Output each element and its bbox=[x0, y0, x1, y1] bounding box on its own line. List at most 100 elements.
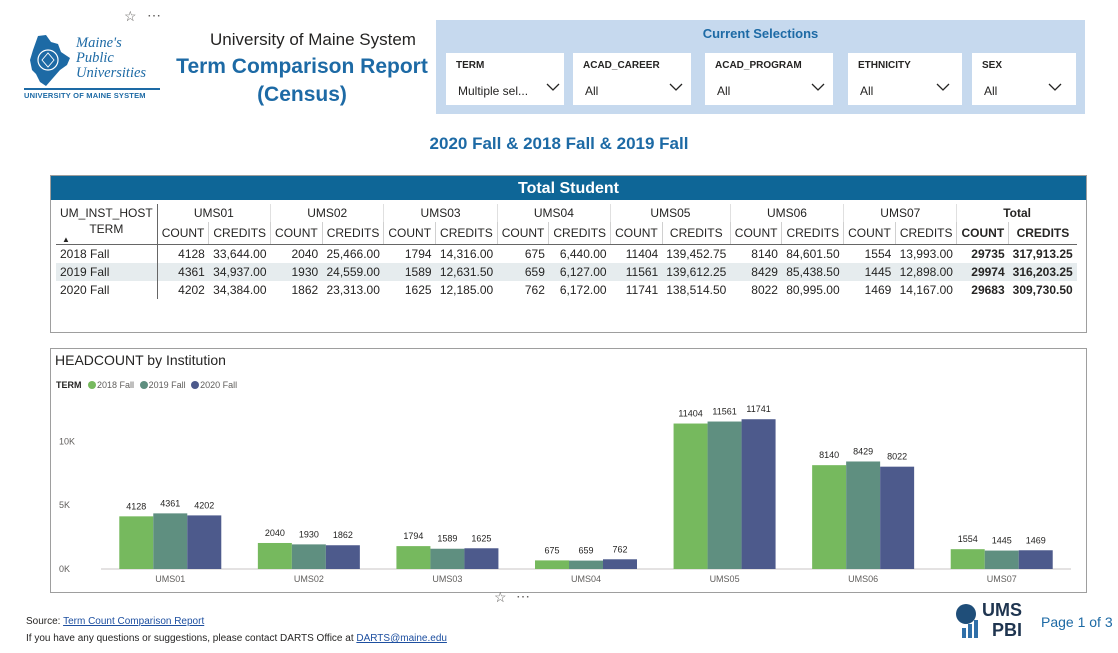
slicer-acad-program[interactable]: ACAD_PROGRAM All bbox=[705, 53, 833, 105]
ums-pbi-logo: UMS PBI bbox=[952, 600, 1032, 644]
sort-ascending-icon[interactable]: ▲ bbox=[62, 235, 70, 244]
bar-ums04-2019-fall[interactable] bbox=[569, 560, 603, 569]
legend-label: 2018 Fall bbox=[97, 380, 135, 390]
cell-count: 1862 bbox=[291, 283, 319, 297]
report-title-line1: Term Comparison Report bbox=[176, 55, 428, 78]
cell-count: 1554 bbox=[864, 247, 892, 261]
bar-ums02-2019-fall[interactable] bbox=[291, 544, 326, 569]
pin-icon[interactable]: ☆ bbox=[494, 589, 507, 605]
brand-line2: PBI bbox=[992, 620, 1023, 640]
chevron-down-icon[interactable] bbox=[811, 82, 825, 92]
chevron-down-icon[interactable] bbox=[936, 82, 950, 92]
brand-line1: UMS bbox=[982, 600, 1022, 620]
cell-count: 11741 bbox=[625, 283, 659, 297]
bar-ums02-2020-fall[interactable] bbox=[325, 545, 360, 569]
slicer-value[interactable]: All bbox=[984, 84, 998, 98]
data-label: 4361 bbox=[160, 498, 180, 508]
data-label: 1862 bbox=[333, 530, 353, 540]
legend-item[interactable]: 2019 Fall bbox=[139, 380, 186, 390]
bar-ums05-2018-fall[interactable] bbox=[673, 423, 708, 569]
bar-ums04-2018-fall[interactable] bbox=[535, 560, 569, 569]
slicer-ethnicity[interactable]: ETHNICITY All bbox=[848, 53, 962, 105]
cell-credits: 34,384.00 bbox=[213, 283, 267, 297]
slicer-value[interactable]: All bbox=[860, 84, 874, 98]
bar-ums01-2018-fall[interactable] bbox=[119, 516, 154, 569]
bar-ums07-2018-fall[interactable] bbox=[950, 549, 985, 569]
col-header-count: COUNT bbox=[270, 222, 323, 245]
cell-count: 4128 bbox=[178, 247, 205, 261]
term-column-header[interactable]: TERM ▲ bbox=[56, 222, 158, 245]
col-header-count: COUNT bbox=[383, 222, 436, 245]
table-row[interactable]: 2020 Fall 4202 34,384.00 1862 23,313.00 1625 1… bbox=[56, 281, 1077, 299]
pin-icon[interactable]: ☆ bbox=[124, 8, 137, 24]
data-label: 2040 bbox=[265, 528, 285, 538]
table-row[interactable]: 2019 Fall 4361 34,937.00 1930 24,559.00 1589 1… bbox=[56, 263, 1077, 281]
cell-credits: 34,937.00 bbox=[208, 263, 271, 281]
logo-line1: Maine's bbox=[76, 35, 122, 51]
column-group-ums02: UMS02 bbox=[270, 204, 385, 222]
col-header-count: COUNT bbox=[156, 222, 209, 245]
chart-legend: TERM 2018 Fall 2019 Fall 2020 Fall bbox=[56, 380, 240, 390]
cell-count: 4361 bbox=[157, 263, 209, 281]
maine-map-icon bbox=[30, 35, 70, 86]
x-tick-label: UMS07 bbox=[987, 574, 1017, 584]
bar-ums04-2020-fall[interactable] bbox=[603, 559, 637, 569]
slicer-sex[interactable]: SEX All bbox=[972, 53, 1076, 105]
current-selections-panel: Current Selections TERM Multiple sel... … bbox=[436, 20, 1085, 114]
selected-terms-subtitle: 2020 Fall & 2018 Fall & 2019 Fall bbox=[429, 134, 689, 153]
maine-public-universities-logo: Maine's Public Universities UNIVERSITY O… bbox=[24, 34, 162, 100]
col-header-count: COUNT bbox=[843, 222, 896, 245]
logo-line2: Public bbox=[76, 50, 114, 66]
report-title: Term Comparison Report (Census) bbox=[170, 53, 434, 109]
bar-ums03-2019-fall[interactable] bbox=[430, 548, 465, 569]
col-header-credits: CREDITS bbox=[321, 222, 384, 245]
bar-ums07-2020-fall[interactable] bbox=[1018, 550, 1053, 569]
bar-ums03-2018-fall[interactable] bbox=[396, 546, 431, 569]
legend-swatch bbox=[191, 381, 200, 389]
data-label: 4202 bbox=[194, 500, 214, 510]
bar-ums06-2018-fall[interactable] bbox=[812, 465, 847, 569]
source-link[interactable]: Term Count Comparison Report bbox=[63, 616, 205, 627]
legend-item[interactable]: 2020 Fall bbox=[191, 380, 237, 390]
slicer-acad-career[interactable]: ACAD_CAREER All bbox=[573, 53, 691, 105]
data-label: 4128 bbox=[126, 501, 146, 511]
col-header-credits: CREDITS bbox=[208, 222, 271, 245]
data-label: 11561 bbox=[712, 407, 736, 417]
bar-ums02-2018-fall[interactable] bbox=[257, 542, 292, 569]
contact-email-link[interactable]: DARTS@maine.edu bbox=[356, 633, 447, 644]
total-student-matrix: Total Student UM_INST_HOST UMS01 UMS02 U… bbox=[50, 175, 1087, 333]
x-tick-label: UMS04 bbox=[571, 574, 601, 584]
cell-count: 8429 bbox=[730, 263, 782, 281]
bar-ums05-2020-fall[interactable] bbox=[741, 419, 776, 569]
cell-credits: 80,995.00 bbox=[786, 283, 840, 297]
chevron-down-icon[interactable] bbox=[1048, 82, 1062, 92]
more-options-icon[interactable]: ⋯ bbox=[516, 588, 530, 604]
cell-credits: 6,172.00 bbox=[559, 283, 607, 297]
data-label: 11741 bbox=[746, 404, 770, 414]
cell-total-count: 29974 bbox=[956, 263, 1009, 281]
bar-ums03-2020-fall[interactable] bbox=[464, 548, 499, 569]
more-options-icon[interactable]: ⋯ bbox=[147, 7, 161, 23]
data-label: 675 bbox=[544, 545, 559, 555]
slicer-value[interactable]: All bbox=[717, 84, 731, 98]
slicer-term[interactable]: TERM Multiple sel... bbox=[446, 53, 564, 105]
cell-credits: 23,313.00 bbox=[326, 283, 380, 297]
data-label: 1625 bbox=[471, 533, 491, 543]
bar-ums05-2019-fall[interactable] bbox=[707, 421, 742, 569]
bar-ums01-2019-fall[interactable] bbox=[153, 513, 188, 569]
page-indicator[interactable]: Page 1 of 3 bbox=[1041, 614, 1113, 630]
column-group-ums04: UMS04 bbox=[497, 204, 612, 222]
legend-item[interactable]: 2018 Fall bbox=[88, 380, 134, 390]
bar-ums06-2020-fall[interactable] bbox=[880, 466, 915, 569]
table-row[interactable]: 2018 Fall 4128 33,644.00 2040 25,466.00 1794 1… bbox=[56, 244, 1077, 263]
slicer-value[interactable]: Multiple sel... bbox=[458, 84, 529, 98]
term-header-label: TERM bbox=[89, 222, 124, 236]
report-title-line2: (Census) bbox=[257, 83, 347, 106]
bar-ums07-2019-fall[interactable] bbox=[984, 550, 1019, 569]
data-label: 8429 bbox=[853, 446, 873, 456]
bar-ums06-2019-fall[interactable] bbox=[846, 461, 881, 569]
chevron-down-icon[interactable] bbox=[546, 82, 560, 92]
bar-ums01-2020-fall[interactable] bbox=[187, 515, 222, 569]
chevron-down-icon[interactable] bbox=[669, 82, 683, 92]
slicer-value[interactable]: All bbox=[585, 84, 599, 98]
